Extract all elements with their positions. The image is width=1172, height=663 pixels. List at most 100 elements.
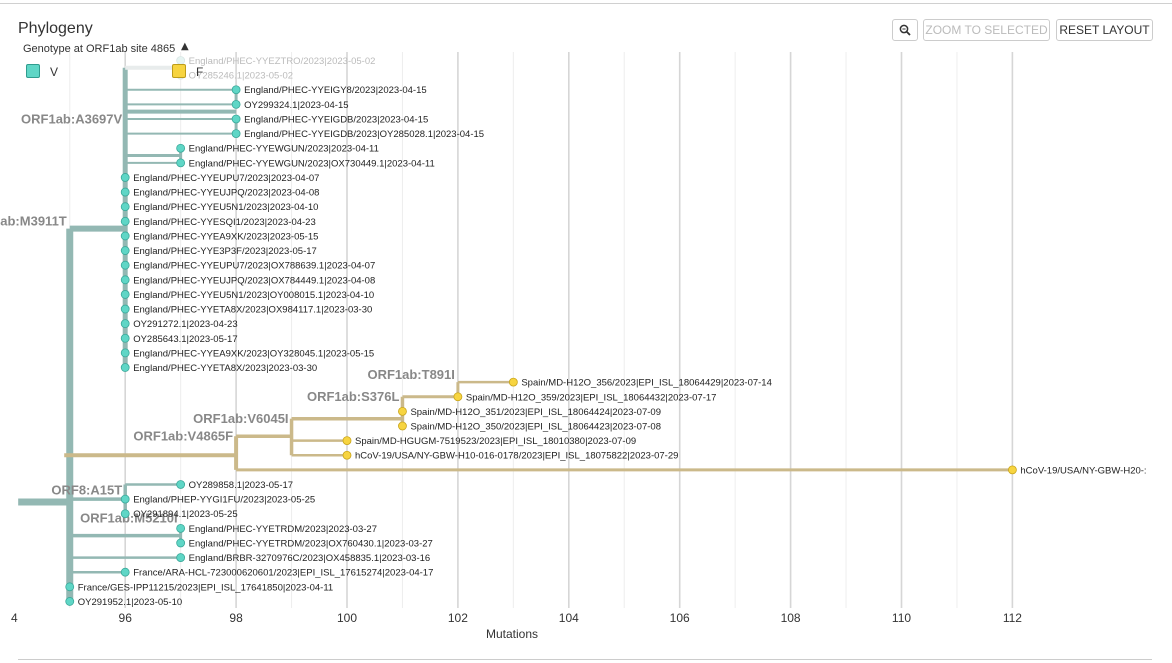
tick-label: 110 [892, 611, 911, 625]
bottom-divider [18, 659, 1152, 660]
tip-node [176, 480, 186, 489]
tip-label: England/PHEC-YYEIGY8/2023|2023-04-15 [244, 85, 427, 96]
tip-label: England/PHEC-YYEUPU7/2023|OX788639.1|202… [133, 261, 375, 272]
tip-label: England/PHEC-YYEWGUN/2023|2023-04-11 [189, 144, 379, 155]
tip-node [176, 143, 186, 153]
legend-label-f: F [196, 65, 204, 79]
x-axis: 4 96 98 100 102 104 106 108 110 112 Mutations [11, 611, 1022, 641]
tip-node [508, 377, 518, 387]
tip-label: England/PHEC-YYEU5N1/2023|2023-04-10 [133, 202, 318, 213]
tick-label: 96 [119, 611, 133, 625]
axis-title: Mutations [486, 627, 538, 641]
tip-node [120, 348, 130, 358]
tip-node [176, 523, 186, 533]
tick-label: 98 [229, 611, 243, 625]
branch-label: ORF1ab:T891I [367, 367, 454, 382]
tip-node [176, 553, 186, 562]
tip-label: England/PHEC-YYESQI1/2023|2023-04-23 [133, 217, 316, 228]
tip-label: England/PHEC-YYEA9XK/2023|2023-05-15 [133, 231, 318, 242]
tip-node [120, 231, 130, 241]
magnifier-icon [899, 24, 911, 36]
tick-label: 104 [559, 611, 579, 625]
legend-title: Genotype at ORF1ab site 4865 [23, 43, 176, 55]
tip-label: England/PHEC-YYEU5N1/2023|OY008015.1|202… [133, 290, 374, 301]
tip-node [65, 582, 75, 592]
chevron-up-icon[interactable]: ▲ [181, 41, 189, 52]
tip-label: England/PHEC-YYEUJPQ/2023|OX784449.1|202… [133, 275, 375, 286]
branch-labels: ORF1ab:A3697V ORF1ab:M3911T ORF1ab:T891I OR… [0, 111, 455, 525]
branch-label: ORF8:A15T [51, 483, 122, 498]
tip-node [120, 246, 130, 255]
tip-label: England/PHEC-YYEUJPQ/2023|2023-04-08 [133, 188, 319, 199]
tip-label: Spain/MD-H12O_350/2023|EPI_ISL_18064423|… [410, 422, 661, 433]
tip-label: England/PHEC-YYEIGDB/2023|2023-04-15 [244, 114, 428, 125]
tip-label: England/PHEC-YYEWGUN/2023|OX730449.1|202… [189, 158, 435, 169]
tips: England/PHEC-YYEZTRO/2023|2023-05-02 OY28… [65, 56, 1147, 608]
tick-label: 102 [448, 611, 468, 625]
legend-label-v: V [50, 65, 59, 79]
tip-label: England/PHEC-YYETRDM/2023|2023-03-27 [189, 524, 377, 535]
tip-label: Spain/MD-H12O_359/2023|EPI_ISL_18064432|… [466, 392, 717, 403]
tip-node [120, 363, 130, 372]
tip-node [231, 85, 241, 95]
tip-node [120, 567, 130, 577]
legend-swatch-f[interactable] [172, 64, 186, 78]
branch-label: ORF1ab:M3911T [0, 214, 67, 229]
tip-label: OY291894.1|2023-05-25 [133, 509, 237, 520]
tip-node [453, 392, 463, 402]
tip-label: hCoV-19/USA/NY-GBW-H20-: [1020, 465, 1146, 476]
tip-node [342, 450, 352, 460]
branch-label: ORF1ab:S376L [307, 389, 400, 404]
tip-label: OY299324.1|2023-04-15 [244, 100, 348, 111]
branch-label: ORF1ab:V4865F [133, 429, 233, 444]
tip-label: England/PHEC-YYETA8X/2023|OX984117.1|202… [133, 305, 372, 316]
tip-node [120, 173, 130, 182]
tip-node [120, 304, 130, 314]
legend-swatch-v[interactable] [26, 64, 40, 78]
tip-node [120, 494, 130, 504]
tip-node [120, 319, 130, 329]
tip-label: Spain/MD-H12O_356/2023|EPI_ISL_18064429|… [521, 378, 772, 389]
tip-label: England/PHEC-YYETRDM/2023|OX760430.1|202… [189, 538, 433, 549]
tip-label: England/PHEC-YYEUPU7/2023|2023-04-07 [133, 173, 319, 184]
tip-label: England/BRBR-3270976C/2023|OX458835.1|20… [189, 553, 431, 564]
tick-label: 4 [11, 611, 18, 625]
tick-label: 112 [1003, 611, 1022, 625]
tip-label: OY289858.1|2023-05-17 [189, 480, 293, 491]
tip-label: Spain/MD-HGUGM-7519523/2023|EPI_ISL_1801… [355, 436, 636, 447]
grid-lines [69, 52, 1014, 608]
tip-label: England/PHEC-YYETA8X/2023|2023-03-30 [133, 363, 317, 374]
tip-node [65, 597, 75, 606]
tip-label: England/PHEC-YYEZTRO/2023|2023-05-02 [189, 56, 376, 67]
tip-node [342, 436, 352, 446]
reset-layout-button[interactable]: RESET LAYOUT [1056, 19, 1153, 41]
tick-label: 100 [337, 611, 357, 625]
tip-label: France/ARA-HCL-723000620601/2023|EPI_ISL… [133, 568, 433, 579]
tip-node [398, 421, 407, 431]
panel-title: Phylogeny [18, 20, 93, 37]
tip-node [120, 275, 130, 285]
branch-label: ORF1ab:M5210I [80, 510, 178, 525]
tip-label: England/PHEC-YYE3P3F/2023|2023-05-17 [133, 246, 317, 257]
tip-node [120, 509, 130, 519]
tip-label: OY291272.1|2023-04-23 [133, 319, 237, 330]
tip-label: hCoV-19/USA/NY-GBW-H10-016-0178/2023|EPI… [355, 451, 678, 462]
tip-node [231, 129, 241, 139]
tip-label: OY285246.1|2023-05-02 [189, 71, 293, 82]
top-divider [0, 3, 1172, 4]
tip-node [120, 216, 130, 226]
tip-label: Spain/MD-H12O_351/2023|EPI_ISL_18064424|… [410, 407, 661, 418]
tip-node [120, 187, 130, 197]
tick-label: 106 [670, 611, 690, 625]
zoom-to-selected-button[interactable]: ZOOM TO SELECTED [923, 19, 1050, 41]
tip-node [1008, 465, 1017, 475]
zoom-button[interactable] [892, 19, 918, 41]
tip-node [398, 406, 407, 416]
tip-label: England/PHEC-YYEIGDB/2023|OY285028.1|202… [244, 129, 484, 140]
tip-node [231, 114, 241, 124]
tip-node [176, 158, 186, 168]
tip-label: France/GES-IPP11215/2023|EPI_ISL_1764185… [78, 582, 333, 593]
branch-label: ORF1ab:V6045I [193, 411, 288, 426]
tip-node [120, 290, 130, 299]
